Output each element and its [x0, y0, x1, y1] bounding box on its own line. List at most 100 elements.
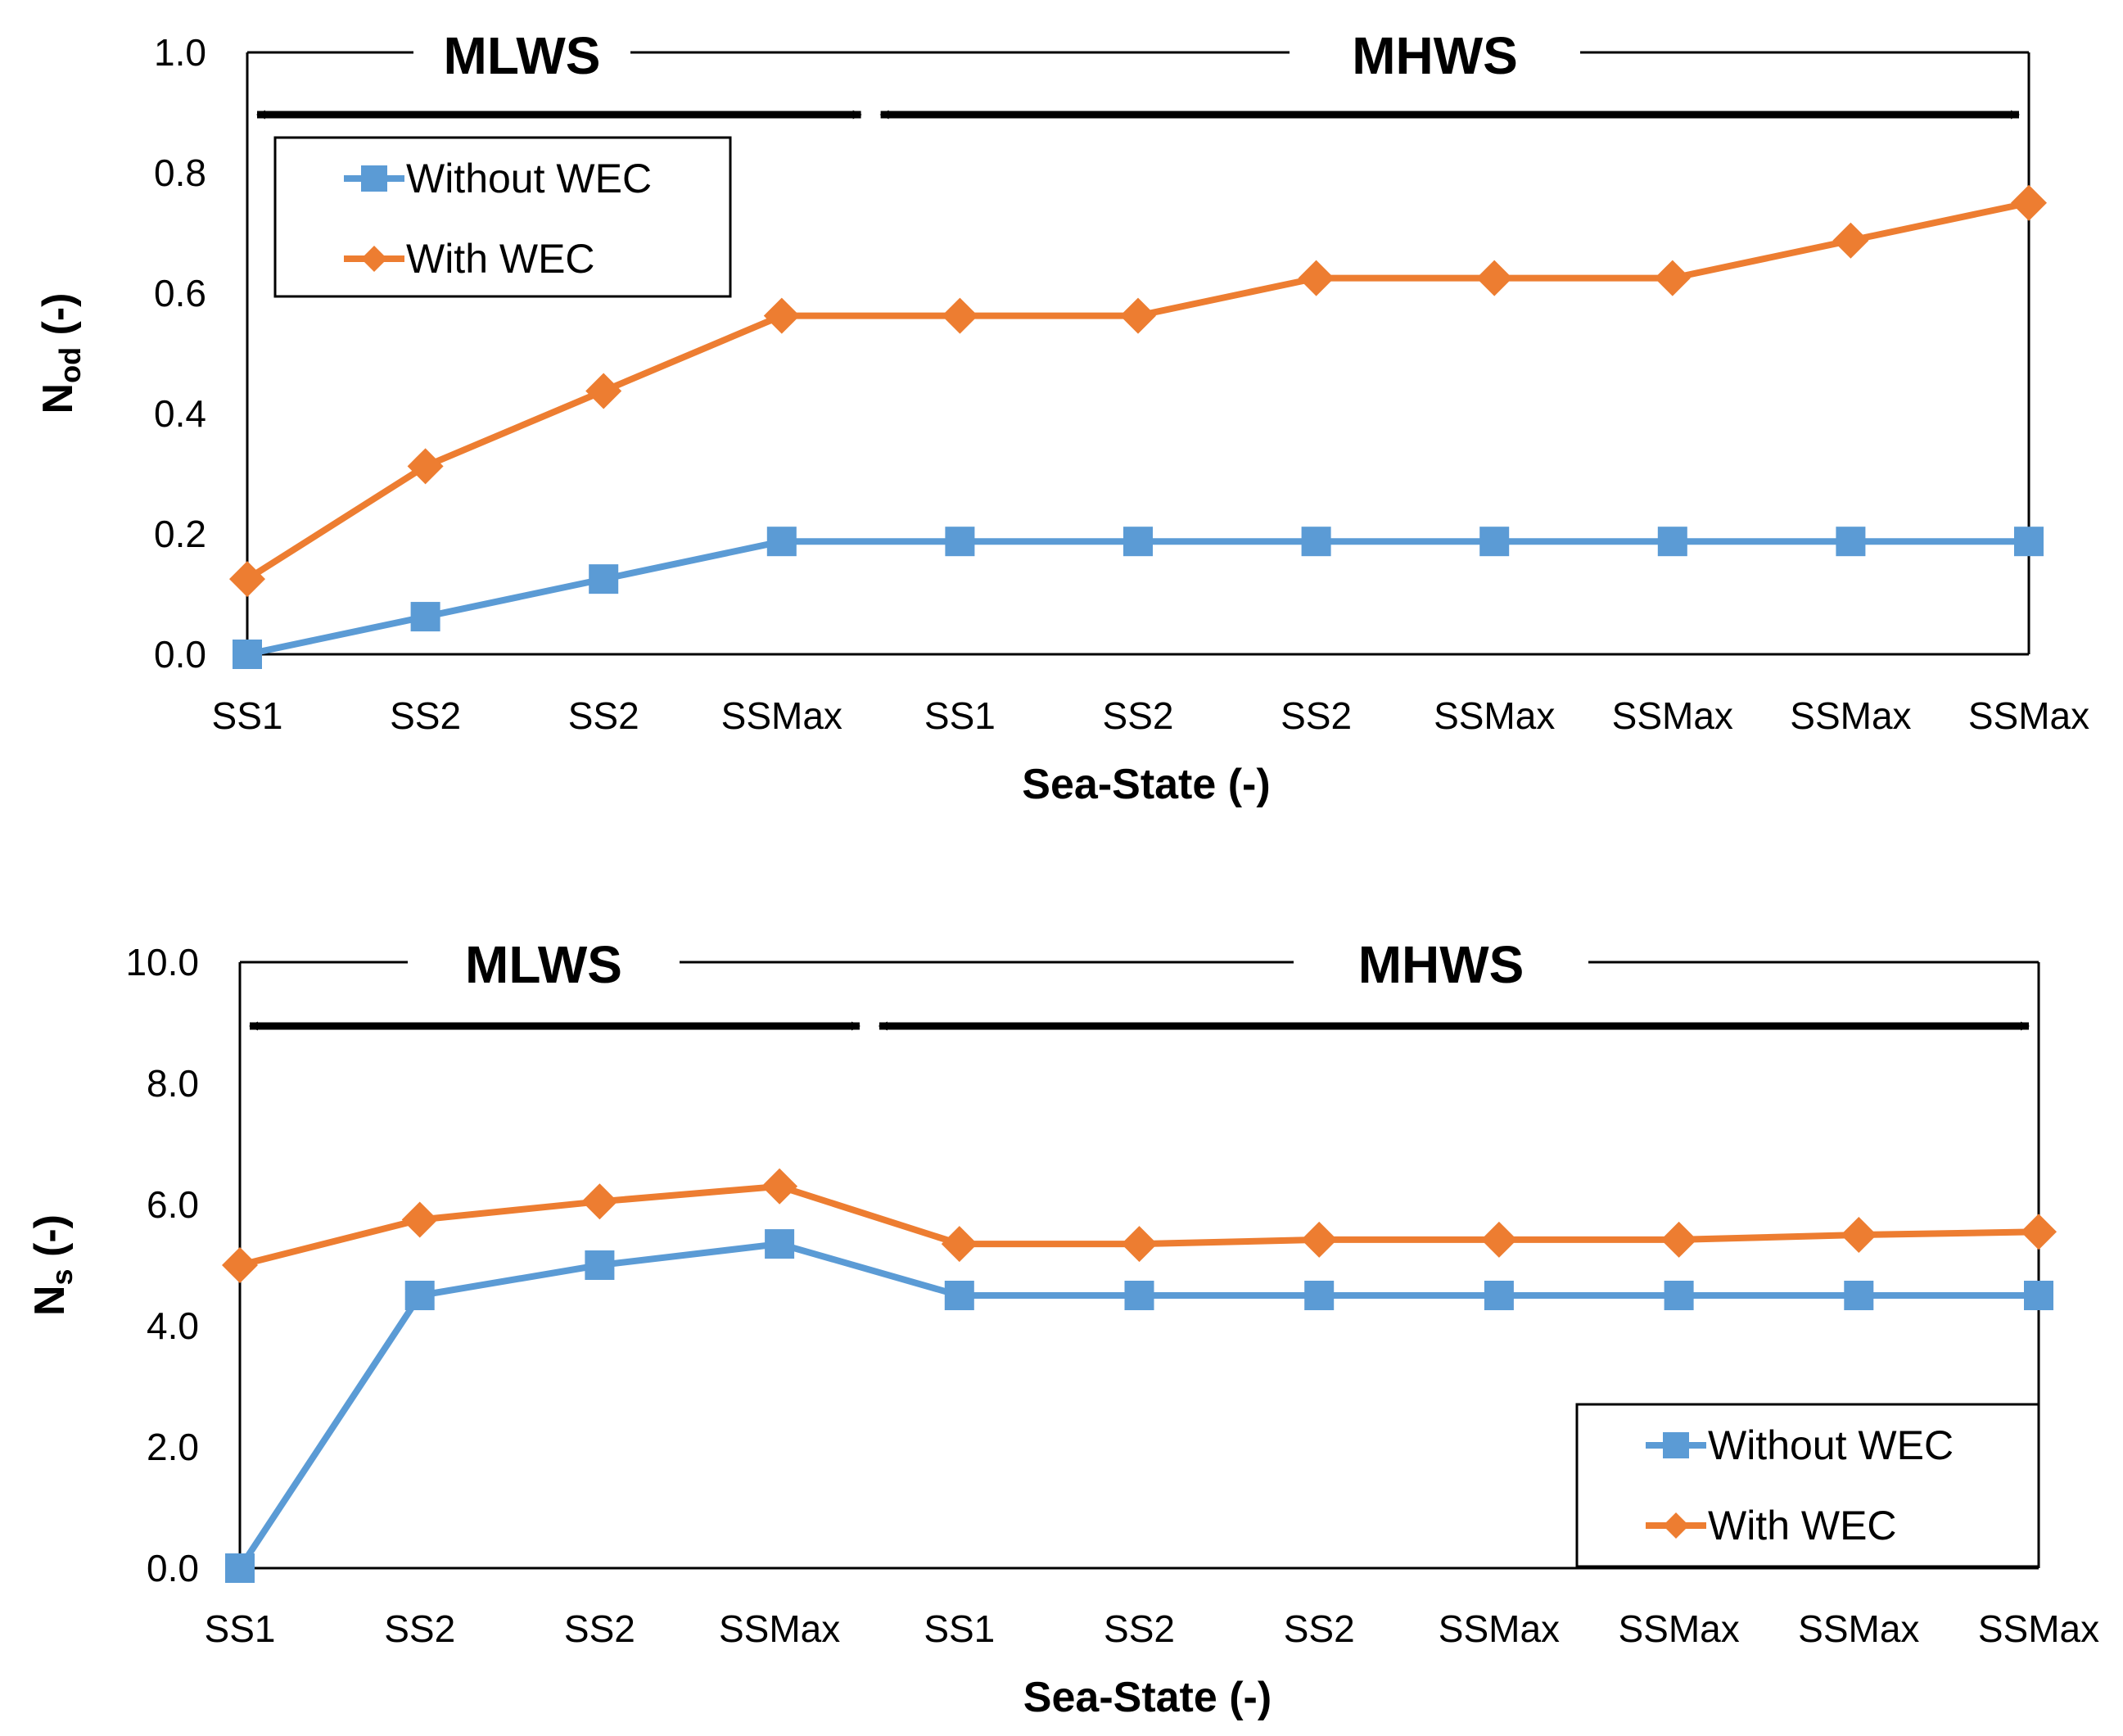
chart-top-nod: 0.0 0.2 0.4 0.6 0.8 1.0 SS1 SS2 SS2 SSMax SS1 SS2 SS… — [34, 26, 2089, 808]
y-tick-label: 6.0 — [147, 1183, 199, 1226]
data-point-diamond — [1121, 1226, 1158, 1263]
y-tick-label: 0.8 — [154, 151, 206, 194]
x-tick-label: SS2 — [1284, 1607, 1355, 1650]
data-point-square — [2024, 1281, 2053, 1310]
data-point-square — [945, 527, 975, 557]
data-point-diamond — [1841, 1217, 1877, 1253]
legend-box — [273, 136, 732, 298]
data-point-diamond — [761, 1168, 798, 1205]
data-point-diamond — [1480, 1221, 1517, 1258]
y-axis-label: Ns (-) — [26, 1214, 79, 1316]
data-point-diamond — [1660, 1221, 1697, 1258]
data-point-square — [765, 1229, 795, 1259]
data-point-diamond — [1298, 260, 1335, 296]
region-label-mlws: MLWS — [465, 935, 622, 994]
x-tick-label: SS2 — [384, 1607, 455, 1650]
data-point-square — [1479, 527, 1510, 557]
y-tick-label: 0.6 — [154, 272, 206, 314]
data-point-square — [1301, 527, 1331, 557]
x-tick-label: SSMax — [1798, 1607, 1919, 1650]
x-axis-label: Sea-State (-) — [1022, 761, 1270, 808]
data-point-diamond — [1654, 260, 1691, 296]
chart-bottom-ns: 0.0 2.0 4.0 6.0 8.0 10.0 SS1 SS2 SS2 SSMax SS1 SS2 S… — [26, 935, 2099, 1721]
legend-box — [1575, 1403, 2040, 1568]
x-tick-label: SSMax — [1434, 694, 1555, 737]
x-axis-label: Sea-State (-) — [1023, 1674, 1272, 1721]
region-label-mhws: MHWS — [1352, 26, 1518, 85]
x-tick-label: SS2 — [1104, 1607, 1175, 1650]
y-tick-label: 0.4 — [154, 392, 206, 435]
x-tick-label: SS2 — [568, 694, 639, 737]
data-point-square — [589, 564, 619, 594]
data-point-square — [1844, 1281, 1874, 1310]
x-tick-label: SS2 — [390, 694, 461, 737]
x-tick-label: SS2 — [1281, 694, 1352, 737]
data-point-square — [1304, 1281, 1335, 1310]
x-tick-label: SS1 — [212, 694, 283, 737]
data-point-diamond — [2021, 1214, 2057, 1250]
data-point-diamond — [1120, 297, 1156, 334]
x-tick-label: SS2 — [1103, 694, 1174, 737]
legend-marker-diamond — [1663, 1512, 1689, 1539]
series-line — [246, 538, 2029, 658]
region-label-mhws: MHWS — [1358, 935, 1524, 994]
y-tick-label: 4.0 — [147, 1304, 199, 1347]
data-point-square — [585, 1250, 615, 1280]
data-point-diamond — [1476, 260, 1513, 296]
data-point-square — [2014, 527, 2044, 557]
y-tick-label: 1.0 — [154, 31, 206, 74]
x-tick-label: SS1 — [924, 1607, 995, 1650]
series-without-wec — [225, 1229, 2053, 1583]
legend-label: Without WEC — [406, 156, 652, 201]
data-point-diamond — [1301, 1221, 1338, 1258]
data-point-square — [1836, 527, 1866, 557]
x-tick-label: SSMax — [719, 1607, 840, 1650]
data-point-diamond — [941, 1226, 978, 1263]
series-without-wec — [233, 527, 2044, 669]
data-point-diamond — [222, 1247, 258, 1283]
x-tick-label: SS2 — [564, 1607, 635, 1650]
y-tick-label: 0.0 — [147, 1547, 199, 1589]
data-point-diamond — [585, 373, 622, 409]
data-point-diamond — [581, 1183, 618, 1220]
y-tick-label: 8.0 — [147, 1062, 199, 1105]
legend-marker-square — [1663, 1432, 1689, 1458]
data-point-square — [404, 1281, 435, 1310]
x-tick-label: SSMax — [721, 694, 842, 737]
data-point-square — [410, 602, 440, 632]
data-point-square — [1664, 1281, 1694, 1310]
data-point-square — [1123, 527, 1153, 557]
region-label-mlws: MLWS — [444, 26, 601, 85]
x-tick-label: SS1 — [205, 1607, 276, 1650]
y-tick-label: 2.0 — [147, 1426, 199, 1468]
data-point-diamond — [407, 448, 444, 485]
legend-label: With WEC — [406, 236, 595, 282]
y-tick-label: 0.0 — [154, 633, 206, 676]
x-tick-label: SS1 — [924, 694, 996, 737]
data-point-diamond — [229, 561, 265, 598]
x-tick-label: SSMax — [1968, 694, 2089, 737]
data-point-diamond — [1832, 222, 1869, 259]
y-tick-label: 10.0 — [125, 941, 199, 983]
data-point-diamond — [401, 1201, 438, 1238]
data-point-diamond — [942, 297, 978, 334]
y-tick-label: 0.2 — [154, 513, 206, 555]
data-point-diamond — [763, 297, 800, 334]
y-axis-label: Nod (-) — [34, 293, 87, 414]
x-tick-label: SSMax — [1978, 1607, 2099, 1650]
series-with-wec — [229, 184, 2047, 598]
legend: Without WEC With WEC — [273, 136, 732, 298]
data-point-square — [233, 640, 262, 669]
data-point-square — [1484, 1281, 1514, 1310]
legend-label: With WEC — [1708, 1503, 1897, 1548]
legend-marker-diamond — [361, 246, 387, 272]
data-point-square — [1124, 1281, 1154, 1310]
data-point-square — [944, 1281, 974, 1310]
series-with-wec — [222, 1168, 2057, 1283]
data-point-square — [1657, 527, 1687, 557]
x-tick-label: SSMax — [1439, 1607, 1560, 1650]
legend: Without WEC With WEC — [1575, 1403, 2040, 1568]
data-point-diamond — [2011, 184, 2047, 221]
data-point-square — [225, 1553, 255, 1583]
